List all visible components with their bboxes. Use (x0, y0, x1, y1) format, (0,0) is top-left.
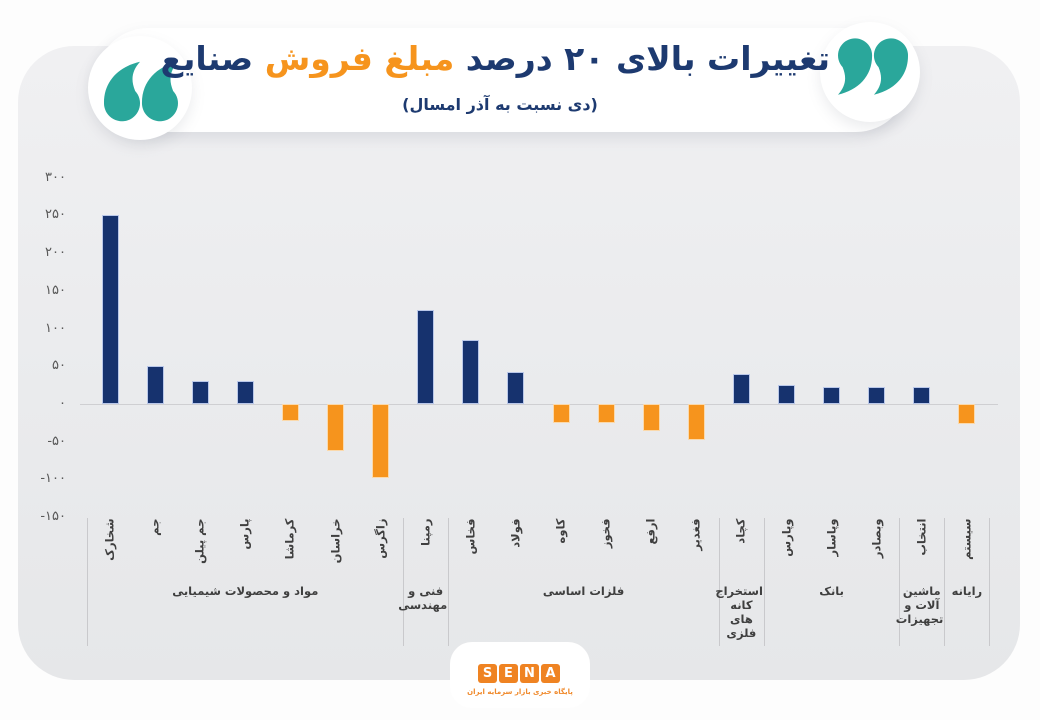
bar (552, 404, 570, 423)
y-tick-label: ۰ (59, 396, 66, 411)
group-separator (403, 518, 405, 646)
bar-category-label: انتخاب (914, 518, 929, 556)
bar-category-label: جم (147, 518, 162, 536)
bar (191, 381, 209, 404)
group-separator (989, 518, 991, 646)
left-quote-circle (88, 36, 192, 140)
y-tick-label: ۲۰۰ (45, 245, 66, 261)
bar-category-label: جم پیلن (192, 518, 207, 564)
bar-category-label: فخوز (598, 518, 613, 549)
bar-category-label: شخارک (102, 518, 117, 561)
bar (101, 215, 119, 404)
sena-logo-letter: E (499, 664, 518, 683)
title-part-3: صنایع (160, 39, 254, 78)
sector-group-label: بانک (819, 584, 844, 598)
title-banner (96, 28, 908, 132)
bar (687, 404, 705, 441)
bar (281, 404, 299, 421)
sector-group-label: مواد و محصولات شیمیایی (172, 584, 319, 598)
page-subtitle: (دی نسبت به آذر امسال) (402, 95, 598, 114)
bar (507, 372, 525, 404)
sena-logo-letter: S (478, 664, 497, 683)
bar-category-label: وبصادر (869, 518, 884, 559)
y-tick-label: ۳۰۰ (45, 169, 66, 185)
bar-category-label: کرماشا (282, 518, 297, 560)
bar-category-label: زاگرس (373, 518, 388, 559)
group-separator (944, 518, 946, 646)
bar (597, 404, 615, 423)
y-tick-label: -۱۰۰ (40, 471, 66, 487)
bar (868, 387, 886, 404)
bar (732, 373, 750, 404)
bar-category-label: وپارس (779, 518, 793, 557)
bar (327, 404, 344, 451)
bar (958, 404, 976, 425)
group-separator (448, 518, 450, 646)
bar (462, 339, 480, 404)
bar-category-label: پارس (237, 518, 252, 550)
bar (236, 381, 254, 404)
sector-group-label: ماشین آلات و تجهیزات (895, 584, 944, 626)
bar (417, 309, 435, 404)
group-separator (763, 518, 765, 646)
bar-category-label: سیستم (959, 518, 974, 560)
group-separator (899, 518, 901, 646)
chart-card (18, 46, 1020, 680)
y-tick-label: -۵۰ (47, 433, 66, 449)
y-tick-label: ۱۰۰ (45, 320, 66, 336)
sector-group-label: استخراج کانه های فلزی (715, 584, 763, 640)
bar (778, 385, 795, 404)
page-title: تغییرات بالای ۲۰ درصد مبلغ فروش صنایع (161, 39, 831, 78)
bar (823, 387, 841, 404)
sena-logo-letter: A (541, 664, 560, 683)
group-separator (87, 518, 89, 646)
y-tick-label: ۲۵۰ (45, 207, 66, 223)
sena-logo-caption: پایگاه خبری بازار سرمایه ایران (467, 688, 573, 696)
bar (913, 387, 931, 404)
sector-group-label: فلزات اساسی (542, 584, 625, 598)
group-separator (718, 518, 720, 646)
bar (642, 404, 660, 432)
bar (372, 404, 390, 478)
opening-quote-icon (104, 61, 178, 122)
bar-category-label: فغدیر (688, 518, 703, 551)
title-part-1: تغییرات بالای ۲۰ درصد (465, 39, 830, 78)
bar-category-label: ارفع (643, 518, 658, 545)
closing-quote-icon (838, 38, 908, 95)
bar-category-label: فخاس (463, 518, 478, 555)
bar-category-label: وپاسار (824, 518, 839, 557)
sena-logo-letter: N (520, 664, 539, 683)
y-tick-label: ۱۵۰ (45, 282, 66, 298)
sector-group-label: فنی و مهندسی (398, 584, 448, 612)
bar-category-label: فولاد (508, 518, 523, 548)
y-tick-label: -۱۵۰ (40, 509, 66, 525)
title-part-2-highlight: مبلغ فروش (264, 39, 455, 78)
sector-group-label: رایانه (951, 584, 983, 598)
y-tick-label: ۵۰ (52, 358, 66, 374)
zero-axis-line (80, 404, 998, 405)
bar-category-label: خراسان (328, 518, 342, 564)
bar (146, 366, 164, 404)
bar-category-label: کچاد (733, 518, 748, 544)
bar-category-label: رمپنا (418, 518, 433, 546)
bar-category-label: کاوه (553, 518, 568, 544)
